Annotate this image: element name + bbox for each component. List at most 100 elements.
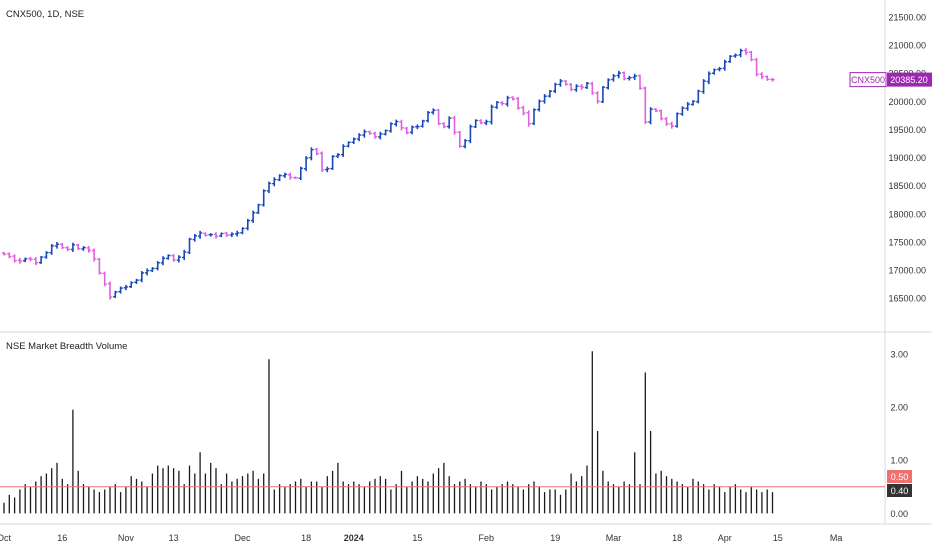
indicator-legend[interactable]: NSE Market Breadth Volume: [6, 341, 127, 352]
price-bar: [542, 94, 547, 104]
price-bar: [256, 203, 261, 214]
price-bar: [97, 257, 102, 275]
price-bar: [314, 147, 319, 156]
price-bar: [685, 102, 690, 111]
price-bar: [346, 141, 351, 148]
price-bar: [701, 79, 706, 94]
price-bar: [351, 137, 356, 145]
price-bar: [425, 110, 431, 123]
price-bar: [473, 119, 478, 129]
price-bar: [102, 271, 107, 287]
price-tick-label: 21000.00: [888, 41, 926, 51]
price-bar: [722, 59, 727, 71]
price-bar: [717, 66, 722, 72]
price-tick-label: 18000.00: [888, 209, 926, 219]
price-bar: [468, 124, 473, 144]
price-bar: [394, 119, 399, 127]
last-price-tag: CNX500 20385.20: [849, 72, 932, 88]
price-bar: [563, 80, 568, 86]
time-tick-label: 15: [773, 533, 783, 543]
price-bar: [309, 147, 314, 161]
price-bar: [436, 109, 441, 125]
price-bar: [229, 232, 235, 238]
price-bar: [378, 131, 383, 140]
volume-tick-label: 1.00: [890, 456, 908, 466]
price-bar: [17, 257, 23, 264]
time-tick-label: Oct: [0, 533, 11, 543]
price-axis[interactable]: 16500.00 17000.00 17500.00 18000.00 18500.00…: [888, 12, 926, 303]
price-bar: [176, 255, 182, 263]
price-bar: [118, 286, 123, 294]
price-bar: [669, 121, 674, 129]
price-tick-label: 17000.00: [888, 266, 926, 276]
volume-tick-label: 2.00: [890, 403, 908, 413]
price-bar: [282, 172, 288, 178]
price-bar: [505, 95, 510, 107]
last-volume-tag-value: 0.40: [891, 486, 909, 496]
price-bar: [266, 181, 272, 194]
price-tick-label: 17500.00: [888, 237, 926, 247]
price-bar: [250, 210, 256, 223]
price-bar: [510, 96, 515, 101]
price-bar: [404, 126, 409, 135]
price-bar: [293, 176, 298, 180]
price-bar: [388, 122, 394, 133]
price-bar: [590, 81, 595, 95]
volume-bars: [0, 351, 885, 514]
price-bar: [28, 256, 33, 262]
price-bar: [462, 139, 468, 149]
price-bar: [1, 251, 7, 256]
time-tick-label: 15: [412, 533, 422, 543]
price-bar: [319, 151, 325, 173]
price-bar: [171, 254, 176, 262]
price-bar: [759, 72, 765, 80]
price-bar: [606, 78, 611, 90]
price-tick-label: 19000.00: [888, 153, 926, 163]
price-bar: [447, 116, 452, 129]
price-tick-label: 16500.00: [888, 294, 926, 304]
price-bar: [553, 82, 558, 93]
price-bar: [584, 81, 590, 89]
price-bar: [70, 242, 76, 252]
time-tick-label: 13: [169, 533, 179, 543]
time-axis[interactable]: Oct 16 Nov 13 Dec 18 2024 15 Feb 19 Mar 18 Apr 15 Ma: [0, 533, 842, 543]
price-bar: [76, 243, 81, 251]
price-bar: [770, 77, 775, 82]
price-bar: [526, 110, 531, 127]
price-tick-label: 18500.00: [888, 181, 926, 191]
price-bar: [600, 86, 606, 104]
price-bar: [197, 230, 203, 239]
price-bar: [727, 55, 733, 63]
price-bar: [107, 281, 113, 300]
price-bar: [192, 234, 197, 242]
price-bar: [372, 131, 378, 139]
price-bar: [712, 68, 717, 75]
price-tick-label: 19500.00: [888, 125, 926, 135]
price-bar: [86, 245, 91, 253]
price-bar: [144, 268, 150, 276]
symbol-legend[interactable]: CNX500, 1D, NSE: [6, 9, 84, 20]
volume-axis[interactable]: 0.00 1.00 2.00 3.00: [890, 349, 908, 518]
price-tick-label: 20000.00: [888, 97, 926, 107]
price-bar: [150, 267, 155, 273]
price-bar: [595, 91, 600, 104]
price-bar: [44, 251, 49, 259]
price-bar: [765, 75, 770, 81]
price-bar: [341, 144, 346, 157]
time-tick-label: Apr: [718, 533, 732, 543]
time-tick-label: Mar: [606, 533, 622, 543]
price-bar: [690, 100, 696, 106]
price-bar: [303, 156, 309, 172]
price-bar: [680, 106, 685, 116]
price-bar: [139, 271, 144, 283]
price-bar: [494, 101, 500, 109]
price-bar: [277, 174, 282, 182]
price-bar: [54, 241, 60, 249]
price-bar: [706, 71, 712, 85]
price-bar: [653, 108, 659, 113]
price-bar: [452, 115, 457, 135]
price-bar: [674, 112, 680, 128]
price-bar: [648, 107, 653, 125]
